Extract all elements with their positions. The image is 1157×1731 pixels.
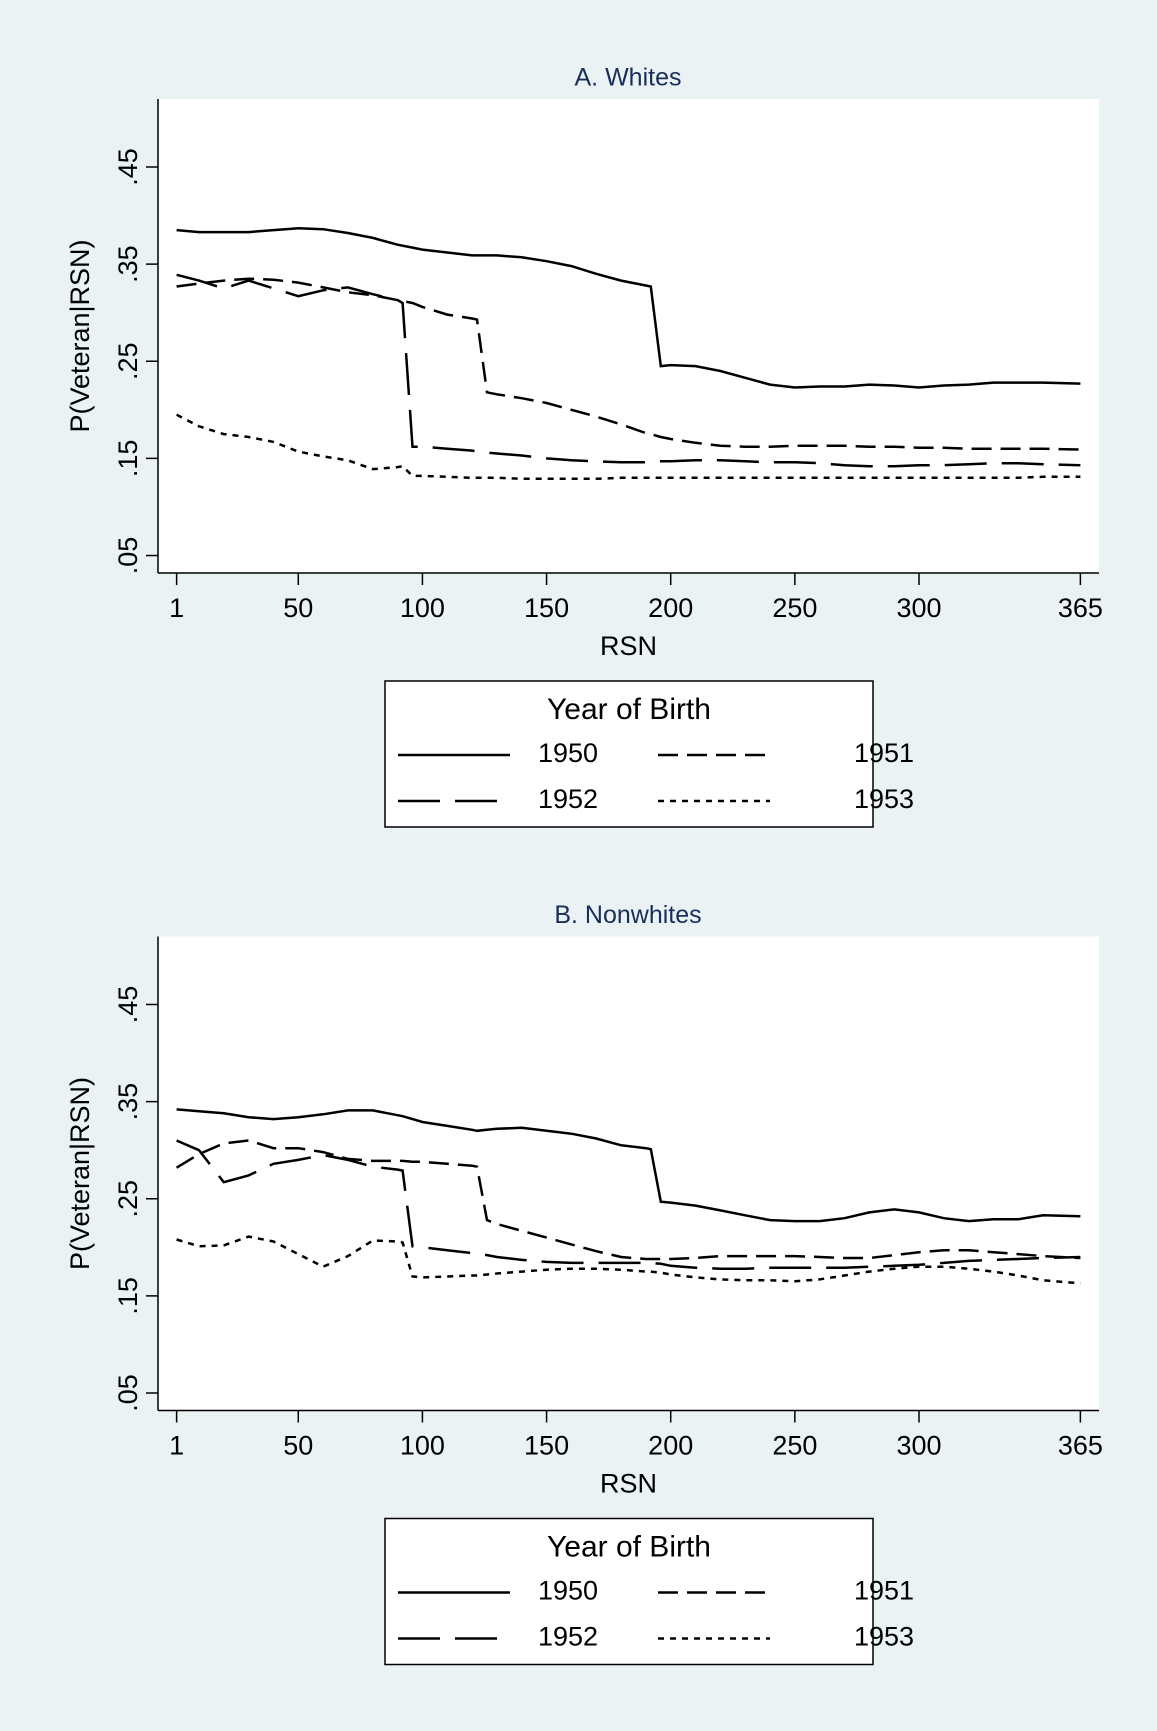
x-tick-label: 300 (896, 1431, 941, 1461)
legend-title: Year of Birth (547, 1530, 711, 1563)
x-axis-label: RSN (600, 631, 657, 661)
x-tick-label: 100 (400, 1431, 445, 1461)
series-line (176, 277, 1081, 451)
plot-area (158, 936, 1099, 1411)
x-tick-label: 1 (169, 593, 184, 623)
x-tick-label: 150 (524, 1431, 569, 1461)
y-tick-label: .35 (113, 245, 143, 283)
series-line (176, 1108, 1081, 1223)
series-line (176, 1139, 1081, 1270)
x-tick-label: 200 (648, 593, 693, 623)
chart-title: A. Whites (575, 64, 682, 92)
legend-label: 1953 (854, 1622, 914, 1652)
legend-label: 1951 (854, 738, 914, 768)
x-tick-label: 365 (1058, 593, 1103, 623)
y-tick-label: .15 (113, 440, 143, 478)
legend-label: 1951 (854, 1576, 914, 1606)
x-tick-label: 365 (1058, 1431, 1103, 1461)
legend-label: 1950 (538, 738, 598, 768)
legend-title: Year of Birth (547, 693, 711, 726)
y-tick-label: .45 (113, 986, 143, 1024)
y-tick-label: .25 (113, 342, 143, 380)
y-axis-label: P(Veteran|RSN) (65, 239, 95, 432)
y-tick-label: .45 (113, 148, 143, 186)
legend-label: 1950 (538, 1576, 598, 1606)
chart-title: B. Nonwhites (554, 901, 701, 929)
x-tick-label: 300 (896, 593, 941, 623)
series-line (176, 1235, 1081, 1285)
x-tick-label: 50 (283, 593, 313, 623)
legend-label: 1953 (854, 784, 914, 814)
y-tick-label: .15 (113, 1277, 143, 1315)
x-axis-label: RSN (600, 1469, 657, 1499)
y-tick-label: .05 (113, 1374, 143, 1412)
x-tick-label: 1 (169, 1431, 184, 1461)
plot-area (158, 99, 1099, 573)
series-line (176, 273, 1081, 468)
x-tick-label: 50 (283, 1431, 313, 1461)
x-tick-label: 100 (400, 593, 445, 623)
series-line (176, 413, 1081, 481)
x-tick-label: 250 (772, 1431, 817, 1461)
x-tick-label: 200 (648, 1431, 693, 1461)
y-tick-label: .25 (113, 1180, 143, 1218)
series-line (176, 226, 1081, 389)
y-tick-label: .35 (113, 1083, 143, 1121)
legend-label: 1952 (538, 784, 598, 814)
legend-label: 1952 (538, 1622, 598, 1652)
y-axis-label: P(Veteran|RSN) (65, 1077, 95, 1270)
x-tick-label: 150 (524, 593, 569, 623)
x-tick-label: 250 (772, 593, 817, 623)
y-tick-label: .05 (113, 537, 143, 575)
